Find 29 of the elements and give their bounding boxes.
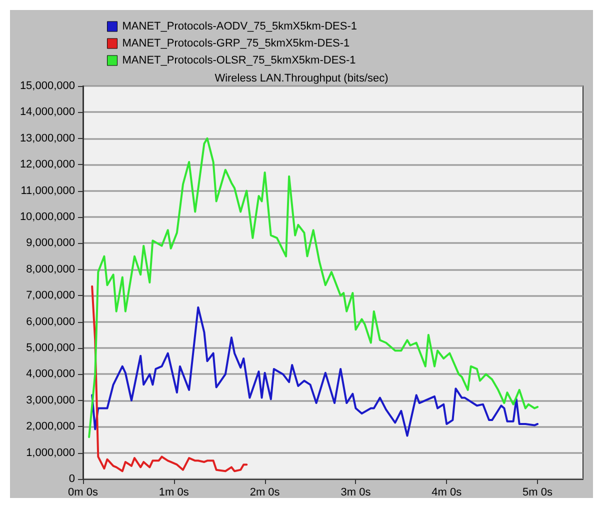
y-tick-label: 12,000,000 bbox=[20, 158, 75, 171]
y-tick-label: 1,000,000 bbox=[26, 446, 75, 459]
x-tick-label: 0m 0s bbox=[68, 486, 98, 498]
y-tick-label: 6,000,000 bbox=[26, 316, 75, 328]
x-tick-label: 1m 0s bbox=[158, 486, 190, 498]
y-tick-label: 9,000,000 bbox=[26, 237, 75, 250]
y-tick-label: 11,000,000 bbox=[20, 184, 75, 197]
y-tick-label: 5,000,000 bbox=[26, 342, 75, 354]
y-tick-label: 8,000,000 bbox=[26, 263, 75, 276]
y-tick-label: 14,000,000 bbox=[20, 106, 75, 118]
y-tick-label: 10,000,000 bbox=[20, 211, 75, 223]
legend-label: MANET_Protocols-AODV_75_5kmX5km-DES-1 bbox=[122, 20, 357, 32]
y-tick-label: 0 bbox=[68, 473, 75, 485]
x-tick-label: 5m 0s bbox=[522, 486, 554, 498]
y-tick-label: 3,000,000 bbox=[26, 394, 75, 406]
legend-label: MANET_Protocols-GRP_75_5kmX5km-DES-1 bbox=[122, 38, 350, 50]
legend-label: MANET_Protocols-OLSR_75_5kmX5km-DES-1 bbox=[122, 54, 356, 66]
y-tick-label: 2,000,000 bbox=[26, 420, 75, 433]
y-tick-label: 7,000,000 bbox=[26, 290, 75, 302]
x-tick-label: 2m 0s bbox=[250, 486, 280, 498]
y-tick-label: 4,000,000 bbox=[26, 368, 75, 380]
x-tick-label: 4m 0s bbox=[432, 486, 462, 498]
line-series bbox=[91, 306, 539, 437]
chart-title: Wireless LAN.Throughput (bits/sec) bbox=[214, 72, 388, 84]
y-tick-label: 15,000,000 bbox=[20, 80, 75, 92]
line-series bbox=[88, 137, 539, 438]
y-tick-label: 13,000,000 bbox=[20, 132, 75, 144]
x-tick-label: 3m 0s bbox=[340, 486, 372, 498]
line-series bbox=[91, 285, 248, 472]
